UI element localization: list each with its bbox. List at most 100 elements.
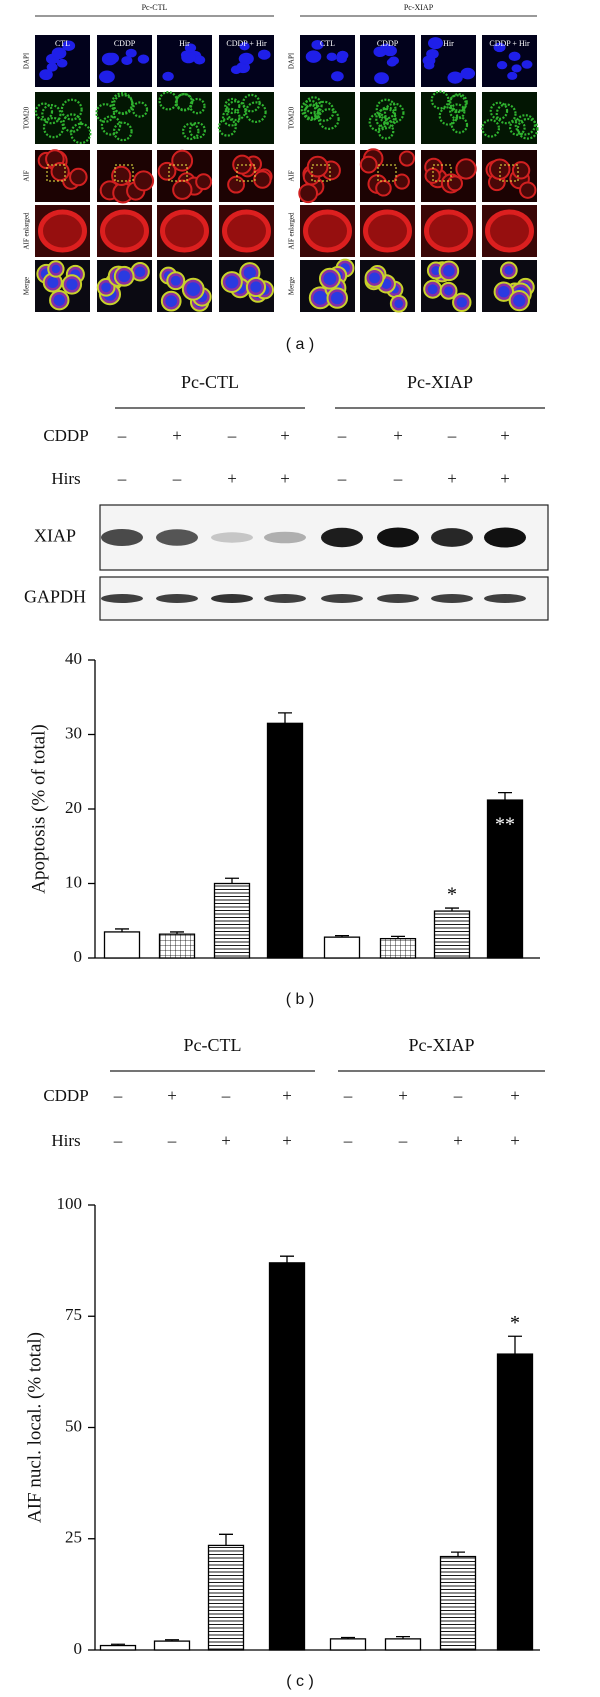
nucleus xyxy=(311,39,324,50)
nucleus xyxy=(257,49,271,60)
aif xyxy=(69,167,88,187)
treatment-sign: + xyxy=(172,426,182,445)
treatment-sign: – xyxy=(117,469,127,488)
micrograph xyxy=(298,150,355,204)
mito xyxy=(377,122,395,140)
treatment-sign: – xyxy=(447,426,457,445)
nucleus xyxy=(383,45,397,57)
mito xyxy=(174,93,194,112)
significance-mark: * xyxy=(510,1312,520,1334)
blot-band xyxy=(321,527,363,548)
treatment-label: CDDP xyxy=(43,1086,88,1105)
micrograph xyxy=(157,149,213,202)
mito xyxy=(41,104,62,125)
nucleus xyxy=(239,42,250,51)
merge-nucleus xyxy=(118,270,131,283)
mito xyxy=(430,90,450,110)
treatment-sign: – xyxy=(343,1086,353,1105)
mito xyxy=(112,94,134,115)
micrograph xyxy=(157,35,212,87)
treatment-sign: + xyxy=(280,426,290,445)
micrograph xyxy=(157,205,212,257)
mito xyxy=(62,113,82,133)
mito xyxy=(95,103,116,123)
group-label: Pc-XIAP xyxy=(407,372,473,392)
nucleus xyxy=(423,61,435,70)
enlarged-cell xyxy=(222,209,271,253)
micrograph xyxy=(360,92,415,144)
merge-nucleus xyxy=(498,285,510,298)
merge-nucleus xyxy=(250,281,262,293)
y-tick-label: 0 xyxy=(74,947,83,966)
micrograph xyxy=(421,205,476,257)
treatment-sign: – xyxy=(117,426,127,445)
aif xyxy=(511,161,531,180)
error-bar xyxy=(219,1533,233,1546)
nucleus xyxy=(162,71,174,81)
error-bar xyxy=(508,1335,522,1355)
mito xyxy=(60,98,83,121)
treatment-sign: + xyxy=(221,1131,231,1150)
nucleus xyxy=(39,69,53,81)
roi-box xyxy=(377,164,397,182)
blot-band xyxy=(264,531,306,544)
row-label: AIF xyxy=(288,170,296,181)
column-label: Hir xyxy=(443,39,454,48)
mito xyxy=(181,122,200,141)
y-tick-label: 25 xyxy=(65,1528,82,1547)
column-label: CTL xyxy=(55,39,70,48)
y-tick-label: 40 xyxy=(65,649,82,668)
group-label: Pc-CTL xyxy=(184,1035,242,1055)
mito xyxy=(489,101,509,121)
bar xyxy=(486,799,524,959)
mito xyxy=(70,122,92,145)
merge-nucleus xyxy=(170,275,181,286)
blot-band xyxy=(484,527,526,548)
merge-nucleus xyxy=(427,284,438,295)
bar xyxy=(323,936,361,959)
roi-box xyxy=(432,164,452,182)
mito xyxy=(304,96,323,115)
micrograph xyxy=(421,90,476,144)
blot-band xyxy=(101,594,143,603)
treatment-sign: + xyxy=(500,426,510,445)
treatment-sign: + xyxy=(510,1086,520,1105)
mito xyxy=(221,107,241,127)
merge-nucleus xyxy=(47,276,59,289)
nucleus xyxy=(521,60,533,69)
row-label: DAPI xyxy=(288,52,296,69)
treatment-sign: – xyxy=(398,1131,408,1150)
row-label: Merge xyxy=(23,277,31,295)
aif xyxy=(519,181,537,199)
nucleus xyxy=(46,62,58,72)
nucleus xyxy=(388,56,400,65)
nucleus xyxy=(99,70,115,84)
enlarged-cell xyxy=(38,209,87,253)
micrograph xyxy=(157,91,212,144)
aif xyxy=(253,170,272,189)
enlarged-cell xyxy=(363,209,412,253)
y-axis-label: AIF nucl. local. (% total) xyxy=(24,1332,45,1523)
y-tick-label: 75 xyxy=(65,1305,82,1324)
treatment-label: CDDP xyxy=(43,426,88,445)
treatment-sign: + xyxy=(282,1086,292,1105)
enlarged-cell xyxy=(303,209,352,253)
roi-box xyxy=(114,164,134,182)
micrograph xyxy=(96,260,152,312)
aif xyxy=(227,175,245,194)
micrograph xyxy=(35,149,90,202)
treatment-sign: – xyxy=(393,469,403,488)
enlarged-cell xyxy=(485,209,534,253)
roi-box xyxy=(499,164,519,182)
nucleus xyxy=(305,50,322,63)
blot-band xyxy=(211,594,253,603)
column-label: CDDP + Hir xyxy=(226,39,267,48)
micrograph xyxy=(95,92,152,144)
treatment-sign: – xyxy=(113,1131,123,1150)
blot-band xyxy=(377,527,419,548)
bar xyxy=(379,937,417,959)
y-tick-label: 50 xyxy=(65,1416,82,1435)
micrograph xyxy=(421,150,477,202)
micrograph xyxy=(482,260,537,312)
